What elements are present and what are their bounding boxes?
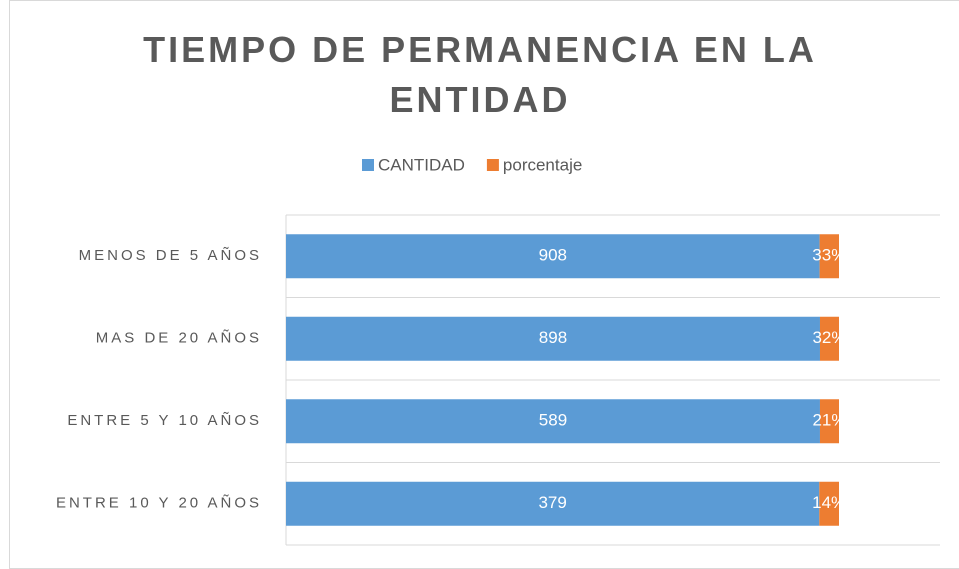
title-line: TIEMPO DE PERMANENCIA EN LA (143, 29, 817, 70)
y-tick-label: ENTRE 10 Y 20 AÑOS (56, 495, 262, 512)
data-label: 908 (539, 246, 567, 265)
data-label: 898 (539, 328, 567, 347)
bar-segment (286, 234, 820, 279)
data-label: 379 (538, 493, 566, 512)
y-tick-label: MAS DE 20 AÑOS (96, 330, 262, 347)
title-line: ENTIDAD (390, 79, 571, 120)
data-label: 14% (812, 493, 846, 512)
legend-label: porcentaje (503, 155, 582, 174)
data-label: 21% (812, 411, 846, 430)
y-tick-label: MENOS DE 5 AÑOS (79, 247, 262, 264)
data-label: 32% (812, 328, 846, 347)
bar-segment (819, 234, 839, 279)
legend-swatch (362, 159, 374, 171)
legend-swatch (486, 159, 499, 171)
bar-segment (819, 399, 839, 444)
chart-title: TIEMPO DE PERMANENCIA EN LA ENTIDAD (143, 29, 817, 120)
bar-segment (286, 481, 820, 526)
legend-label: CANTIDAD (378, 155, 465, 174)
data-label: 589 (539, 411, 567, 430)
data-label: 33% (812, 246, 846, 265)
bar-segment (819, 316, 839, 361)
bar-segment (286, 399, 820, 444)
bar-segment (286, 316, 820, 361)
y-tick-label: ENTRE 5 Y 10 AÑOS (67, 412, 262, 429)
bar-segment (819, 481, 839, 526)
